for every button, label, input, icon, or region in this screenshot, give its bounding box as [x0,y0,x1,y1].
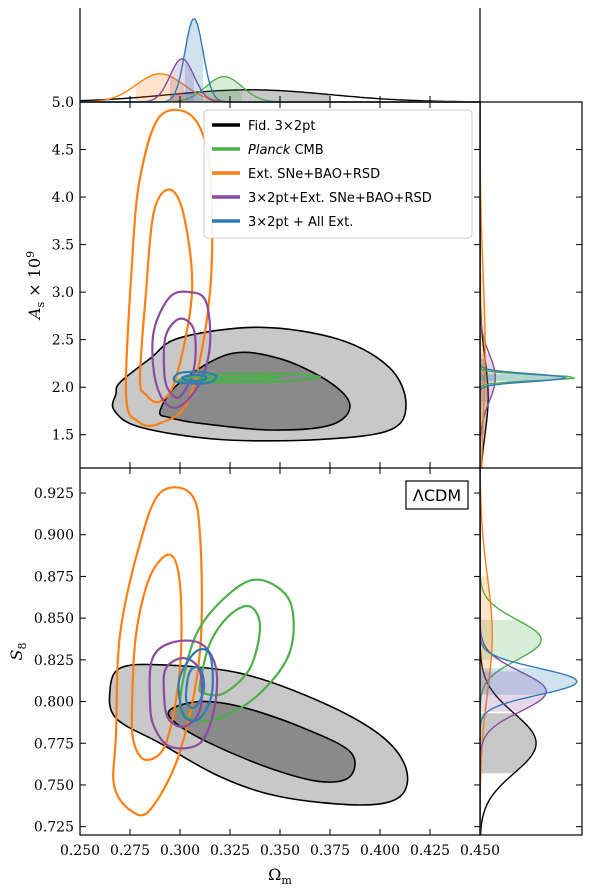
s8-marginal-band-planck [480,619,542,660]
as-contour-comb-68 [162,317,197,399]
as-marginal-panel [480,102,577,468]
legend-label-all: 3×2pt + All Ext. [248,215,353,230]
omega-m-tick-label: 0.325 [210,843,250,859]
x-label-main: Ω [268,865,281,884]
axes-frames: 0.250 0.275 0.300 0.325 0.350 0.375 0.400 0.425… [34,8,583,859]
s8-tick-label: 0.875 [34,569,74,585]
s8-contour-ext-68 [130,553,183,761]
legend: Fid. 3×2pt Planck CMB Ext. SNe+BAO+RSD 3×2p… [203,109,473,239]
as-label-sub: s [34,302,47,308]
s8-tick-label: 0.775 [34,736,74,752]
x-axis-label: Ωm [268,865,292,887]
as-contour-all-68 [180,373,208,383]
legend-label-comb: 3×2pt+Ext. SNe+BAO+RSD [248,191,432,206]
as-label-exp: 9 [24,251,37,258]
model-tag: ΛCDM [405,480,469,510]
as-tick-label: 3.0 [52,285,74,301]
s8-axis-label: S8 [7,643,29,661]
omega-m-band-ext [136,73,184,102]
as-contour-planck-68 [198,375,282,381]
omega-m-tick-label: 0.400 [360,843,400,859]
as-marginal-curve-comb [480,102,496,468]
s8-contour-all-95 [177,648,214,722]
legend-label-ext: Ext. SNe+BAO+RSD [248,167,380,182]
s8-label-main: S [7,649,26,660]
as-label-times: × 10 [25,258,44,302]
legend-label-italic: Planck [248,143,291,158]
s8-tick-label: 0.725 [34,820,74,836]
omega-m-tick-label: 0.300 [160,843,200,859]
s8-contour-comb-95 [148,639,219,750]
legend-label-planck: Planck CMB [248,143,324,158]
as-tick-label: 1.5 [52,428,74,444]
s8-contour-all-68 [184,665,206,709]
s8-marginal-curve-planck [480,468,542,835]
s8-marginal-panel [480,468,578,835]
as-tick-label: 4.0 [52,190,74,206]
as-tick-label: 3.5 [52,238,74,254]
s8-marginal-curve-all [480,468,578,835]
as-contour-ext-68 [138,188,194,404]
as-tick-label: 2.0 [52,380,74,396]
axis-labels: Ωm As × 109 S8 [7,251,292,887]
s8-marginal-curve-ext [480,468,493,835]
omega-m-marginal-panel [79,18,480,103]
as-tick-label: 5.0 [52,95,74,111]
legend-box [203,109,473,239]
s8-tick-label: 0.750 [34,778,74,794]
s8-marginal-band-fid [480,713,537,774]
s8-contour-planck-68 [198,604,262,697]
s8-contour-fid-68 [167,700,356,783]
legend-label-fid: Fid. 3×2pt [248,119,315,134]
as-contour-comb-95 [151,290,212,409]
s8-tick-label: 0.800 [34,695,74,711]
s8-tick-label: 0.900 [34,528,74,544]
omega-m-band-all [185,18,203,102]
s8-contour-planck-95 [178,578,295,722]
omega-m-tick-label: 0.350 [260,843,300,859]
s8-marginal-band-comb [480,671,547,712]
legend-label-rest: CMB [290,143,323,158]
s8-contour-ext-95 [112,486,204,817]
omega-m-tick-label: 0.375 [310,843,350,859]
s8-marginal-band-ext [480,576,493,694]
as-axis-label: As × 109 [24,251,47,321]
s8-label-sub: 8 [16,643,29,650]
s8-tick-label: 0.850 [34,611,74,627]
s8-tick-label: 0.825 [34,653,74,669]
as-label-main: A [25,308,44,322]
s8-tick-label: 0.925 [34,486,74,502]
as-marginal-curve-planck [480,102,575,468]
as-marginal-band-all [480,373,567,382]
as-marginal-curve-all [480,102,568,468]
s8-marginal-curve-comb [480,468,548,835]
as-tick-label: 4.5 [52,143,74,159]
model-label: ΛCDM [413,486,461,505]
omega-m-tick-label: 0.450 [460,843,500,859]
s8-marginal-band-all [480,668,577,695]
as-contour-all-95 [172,370,218,385]
s8-contour-comb-68 [162,657,204,728]
omega-m-tick-label: 0.425 [410,843,450,859]
omega-m-tick-label: 0.250 [60,843,100,859]
omega-m-tick-label: 0.275 [110,843,150,859]
x-label-sub: m [281,874,292,887]
s8-vs-omega-m-panel [108,486,409,817]
as-tick-label: 2.5 [52,333,74,349]
omega-m-curve-fid [79,89,480,103]
